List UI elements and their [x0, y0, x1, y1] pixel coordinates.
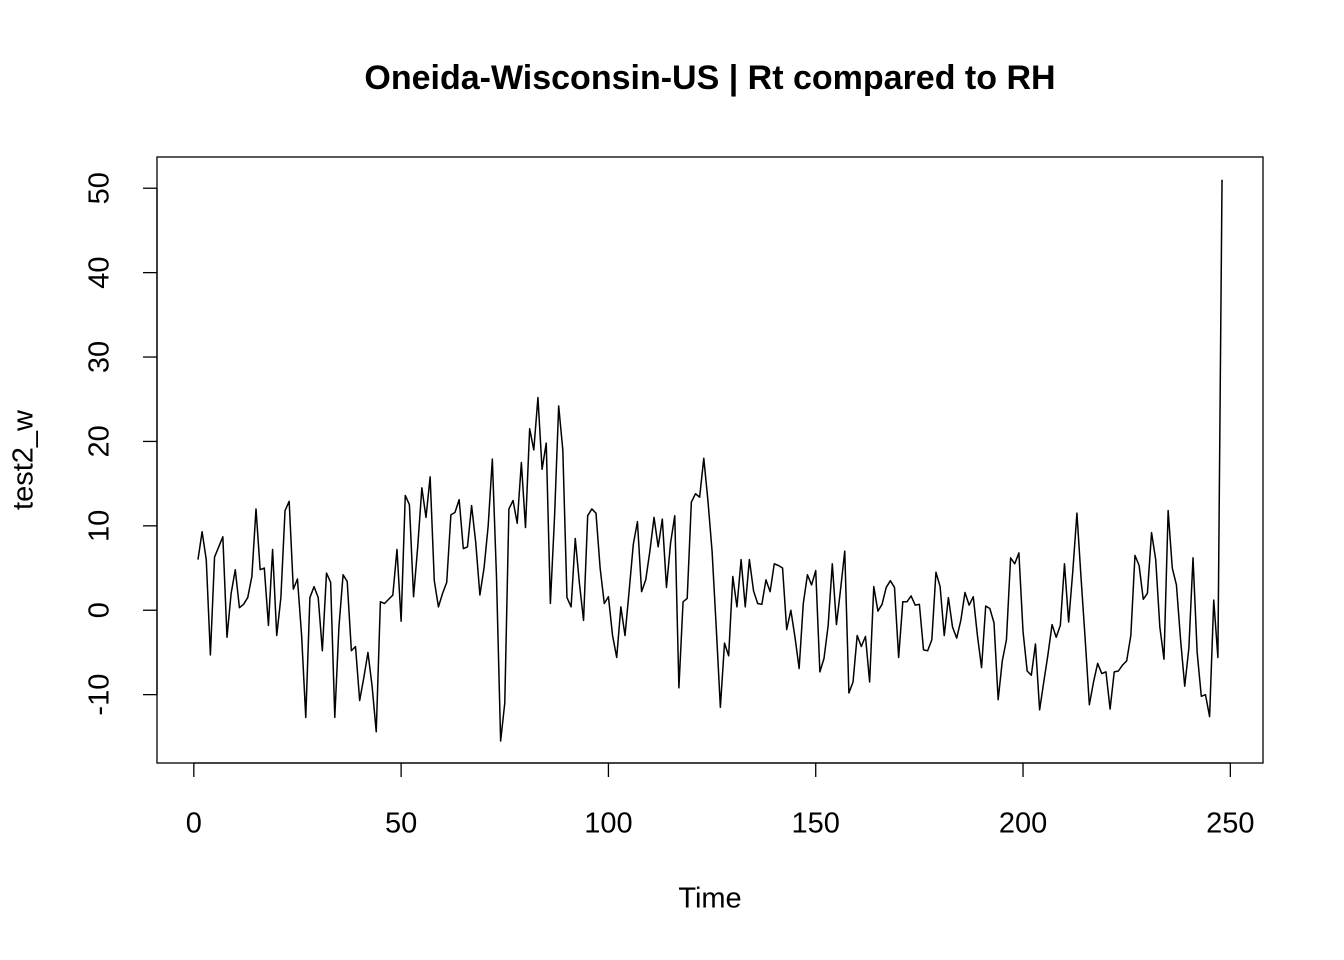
y-tick-label: 20 [84, 425, 116, 457]
plot-box [156, 156, 1264, 764]
x-tick-label: 50 [385, 808, 417, 840]
x-tick-label: 100 [584, 808, 632, 840]
y-axis-label: test2_w [8, 409, 40, 510]
x-tick-label: 200 [999, 808, 1047, 840]
series-line [197, 179, 1223, 742]
x-axis-label: Time [678, 883, 741, 915]
y-tick-label: 50 [84, 172, 116, 204]
x-tick-label: 0 [186, 808, 202, 840]
y-tick-label: 0 [84, 602, 116, 618]
y-tick-label: 30 [84, 341, 116, 373]
y-tick-label: 10 [84, 510, 116, 542]
x-tick-label: 250 [1206, 808, 1254, 840]
y-tick-label: -10 [84, 674, 116, 716]
y-tick-label: 40 [84, 256, 116, 288]
chart-title: Oneida-Wisconsin-US | Rt compared to RH [364, 59, 1055, 97]
x-tick-label: 150 [792, 808, 840, 840]
